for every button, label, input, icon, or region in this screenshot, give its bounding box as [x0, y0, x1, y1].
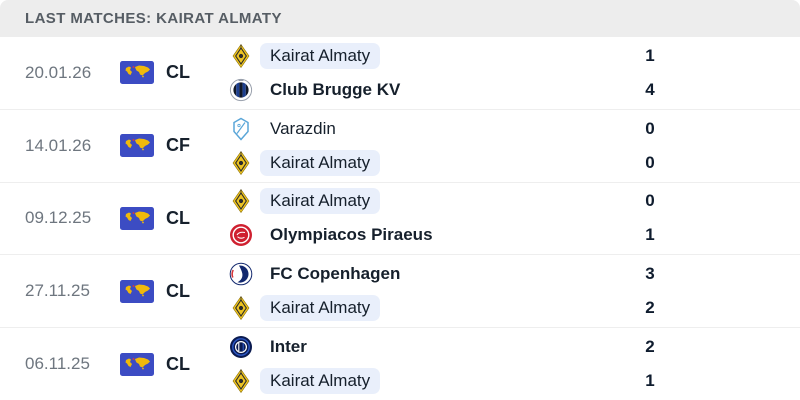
kairat-crest-icon	[228, 368, 254, 394]
world-map-flag-icon	[120, 134, 154, 158]
match-date: 27.11.25	[25, 281, 90, 301]
kairat-crest-icon	[228, 295, 254, 321]
team-name: FC Copenhagen	[270, 264, 401, 284]
match-date: 06.11.25	[25, 354, 90, 374]
kairat-crest-icon	[228, 150, 254, 176]
competition-cell: CL	[120, 61, 228, 85]
kairat-crest-icon	[228, 188, 254, 214]
team-score: 0	[645, 191, 655, 211]
matches-list: 20.01.26 CL Kairat Almaty 1	[0, 37, 800, 400]
team-score: 3	[645, 264, 655, 284]
away-team-line[interactable]: Club Brugge KV 4	[228, 75, 800, 104]
team-name: Kairat Almaty	[260, 368, 381, 395]
fc-copenhagen-crest-icon	[228, 261, 254, 287]
away-team-line[interactable]: Olympiacos Piraeus 1	[228, 221, 800, 250]
team-score: 4	[645, 79, 655, 99]
team-name: Kairat Almaty	[260, 149, 381, 176]
club-brugge-crest-icon	[228, 77, 254, 103]
away-team-line[interactable]: Kairat Almaty 2	[228, 294, 800, 323]
teams-cell: Inter 2 Kairat Almaty 1	[228, 333, 800, 396]
team-score: 2	[645, 298, 655, 318]
away-team-line[interactable]: Kairat Almaty 0	[228, 148, 800, 177]
inter-crest-icon	[228, 334, 254, 360]
competition-cell: CL	[120, 352, 228, 376]
away-team-line[interactable]: Kairat Almaty 1	[228, 367, 800, 396]
competition-label: CL	[166, 353, 190, 374]
teams-cell: Kairat Almaty 1 Club Brugge KV 4	[228, 41, 800, 104]
varazdin-crest-icon	[228, 116, 254, 142]
olympiacos-crest-icon	[228, 222, 254, 248]
home-team-line[interactable]: Kairat Almaty 1	[228, 41, 800, 70]
teams-cell: FC Copenhagen 3 Kairat Almaty 2	[228, 260, 800, 323]
kairat-crest-icon	[228, 43, 254, 69]
team-name: Inter	[270, 337, 307, 357]
team-score: 1	[645, 45, 655, 65]
widget-title: LAST MATCHES: KAIRAT ALMATY	[25, 10, 282, 27]
match-date: 14.01.26	[25, 135, 92, 155]
match-row[interactable]: 09.12.25 CL Kairat Almaty 0 Olympiaco	[0, 183, 800, 256]
competition-label: CL	[166, 62, 190, 83]
match-date: 09.12.25	[25, 208, 92, 228]
team-score: 1	[645, 371, 655, 391]
team-name: Kairat Almaty	[260, 42, 381, 69]
team-name: Kairat Almaty	[260, 295, 381, 322]
match-row[interactable]: 27.11.25 CL FC Copenhagen 3 Kairat Al	[0, 255, 800, 329]
match-row[interactable]: 14.01.26 CF Varazdin 0 Kairat Almaty	[0, 110, 800, 183]
team-name: Varazdin	[270, 118, 336, 138]
home-team-line[interactable]: Inter 2	[228, 333, 800, 362]
widget-header: LAST MATCHES: KAIRAT ALMATY	[0, 0, 800, 37]
match-row[interactable]: 20.01.26 CL Kairat Almaty 1	[0, 37, 800, 110]
world-map-flag-icon	[120, 61, 154, 85]
world-map-flag-icon	[120, 206, 154, 230]
team-score: 0	[645, 152, 655, 172]
team-score: 0	[645, 118, 655, 138]
world-map-flag-icon	[120, 279, 154, 303]
competition-label: CL	[166, 280, 190, 301]
competition-label: CF	[166, 135, 190, 156]
competition-cell: CL	[120, 279, 228, 303]
team-name: Kairat Almaty	[260, 188, 381, 215]
match-row[interactable]: 06.11.25 CL Inter 2 Kai	[0, 328, 800, 400]
competition-label: CL	[166, 207, 190, 228]
world-map-flag-icon	[120, 352, 154, 376]
competition-cell: CF	[120, 134, 228, 158]
teams-cell: Varazdin 0 Kairat Almaty 0	[228, 114, 800, 177]
home-team-line[interactable]: Varazdin 0	[228, 114, 800, 143]
team-score: 2	[645, 337, 655, 357]
match-date: 20.01.26	[25, 62, 92, 82]
team-name: Olympiacos Piraeus	[270, 225, 433, 245]
home-team-line[interactable]: FC Copenhagen 3	[228, 260, 800, 289]
competition-cell: CL	[120, 206, 228, 230]
team-score: 1	[645, 225, 655, 245]
home-team-line[interactable]: Kairat Almaty 0	[228, 187, 800, 216]
team-name: Club Brugge KV	[270, 79, 401, 99]
teams-cell: Kairat Almaty 0 Olympiacos Piraeus 1	[228, 187, 800, 250]
